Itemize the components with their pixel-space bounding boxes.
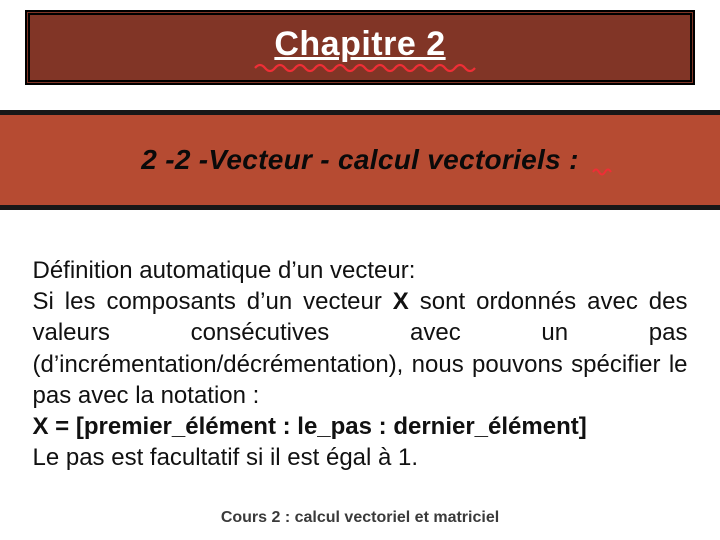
vector-symbol: X	[393, 288, 409, 315]
slide-footer: Cours 2 : calcul vectoriel et matriciel	[0, 509, 720, 527]
chapter-title: Chapitre 2	[30, 25, 690, 64]
definition-paragraph: Si les composants d’un vecteur X sont or…	[33, 286, 688, 411]
section-title: 2 -2 -Vecteur - calcul vectoriels :	[141, 144, 578, 176]
note-line: Le pas est facultatif si il est égal à 1…	[33, 442, 688, 473]
chapter-title-bar: Chapitre 2	[25, 10, 695, 85]
definition-heading: Définition automatique d’un vecteur:	[33, 255, 688, 286]
title-squiggle	[30, 60, 700, 74]
formula-line: X = [premier_élément : le_pas : dernier_…	[33, 411, 688, 442]
trailing-squiggle	[592, 167, 612, 177]
body-content: Définition automatique d’un vecteur: Si …	[33, 255, 688, 473]
section-title-band: 2 -2 -Vecteur - calcul vectoriels :	[0, 110, 720, 210]
para-pre: Si les composants d’un vecteur	[33, 288, 393, 315]
